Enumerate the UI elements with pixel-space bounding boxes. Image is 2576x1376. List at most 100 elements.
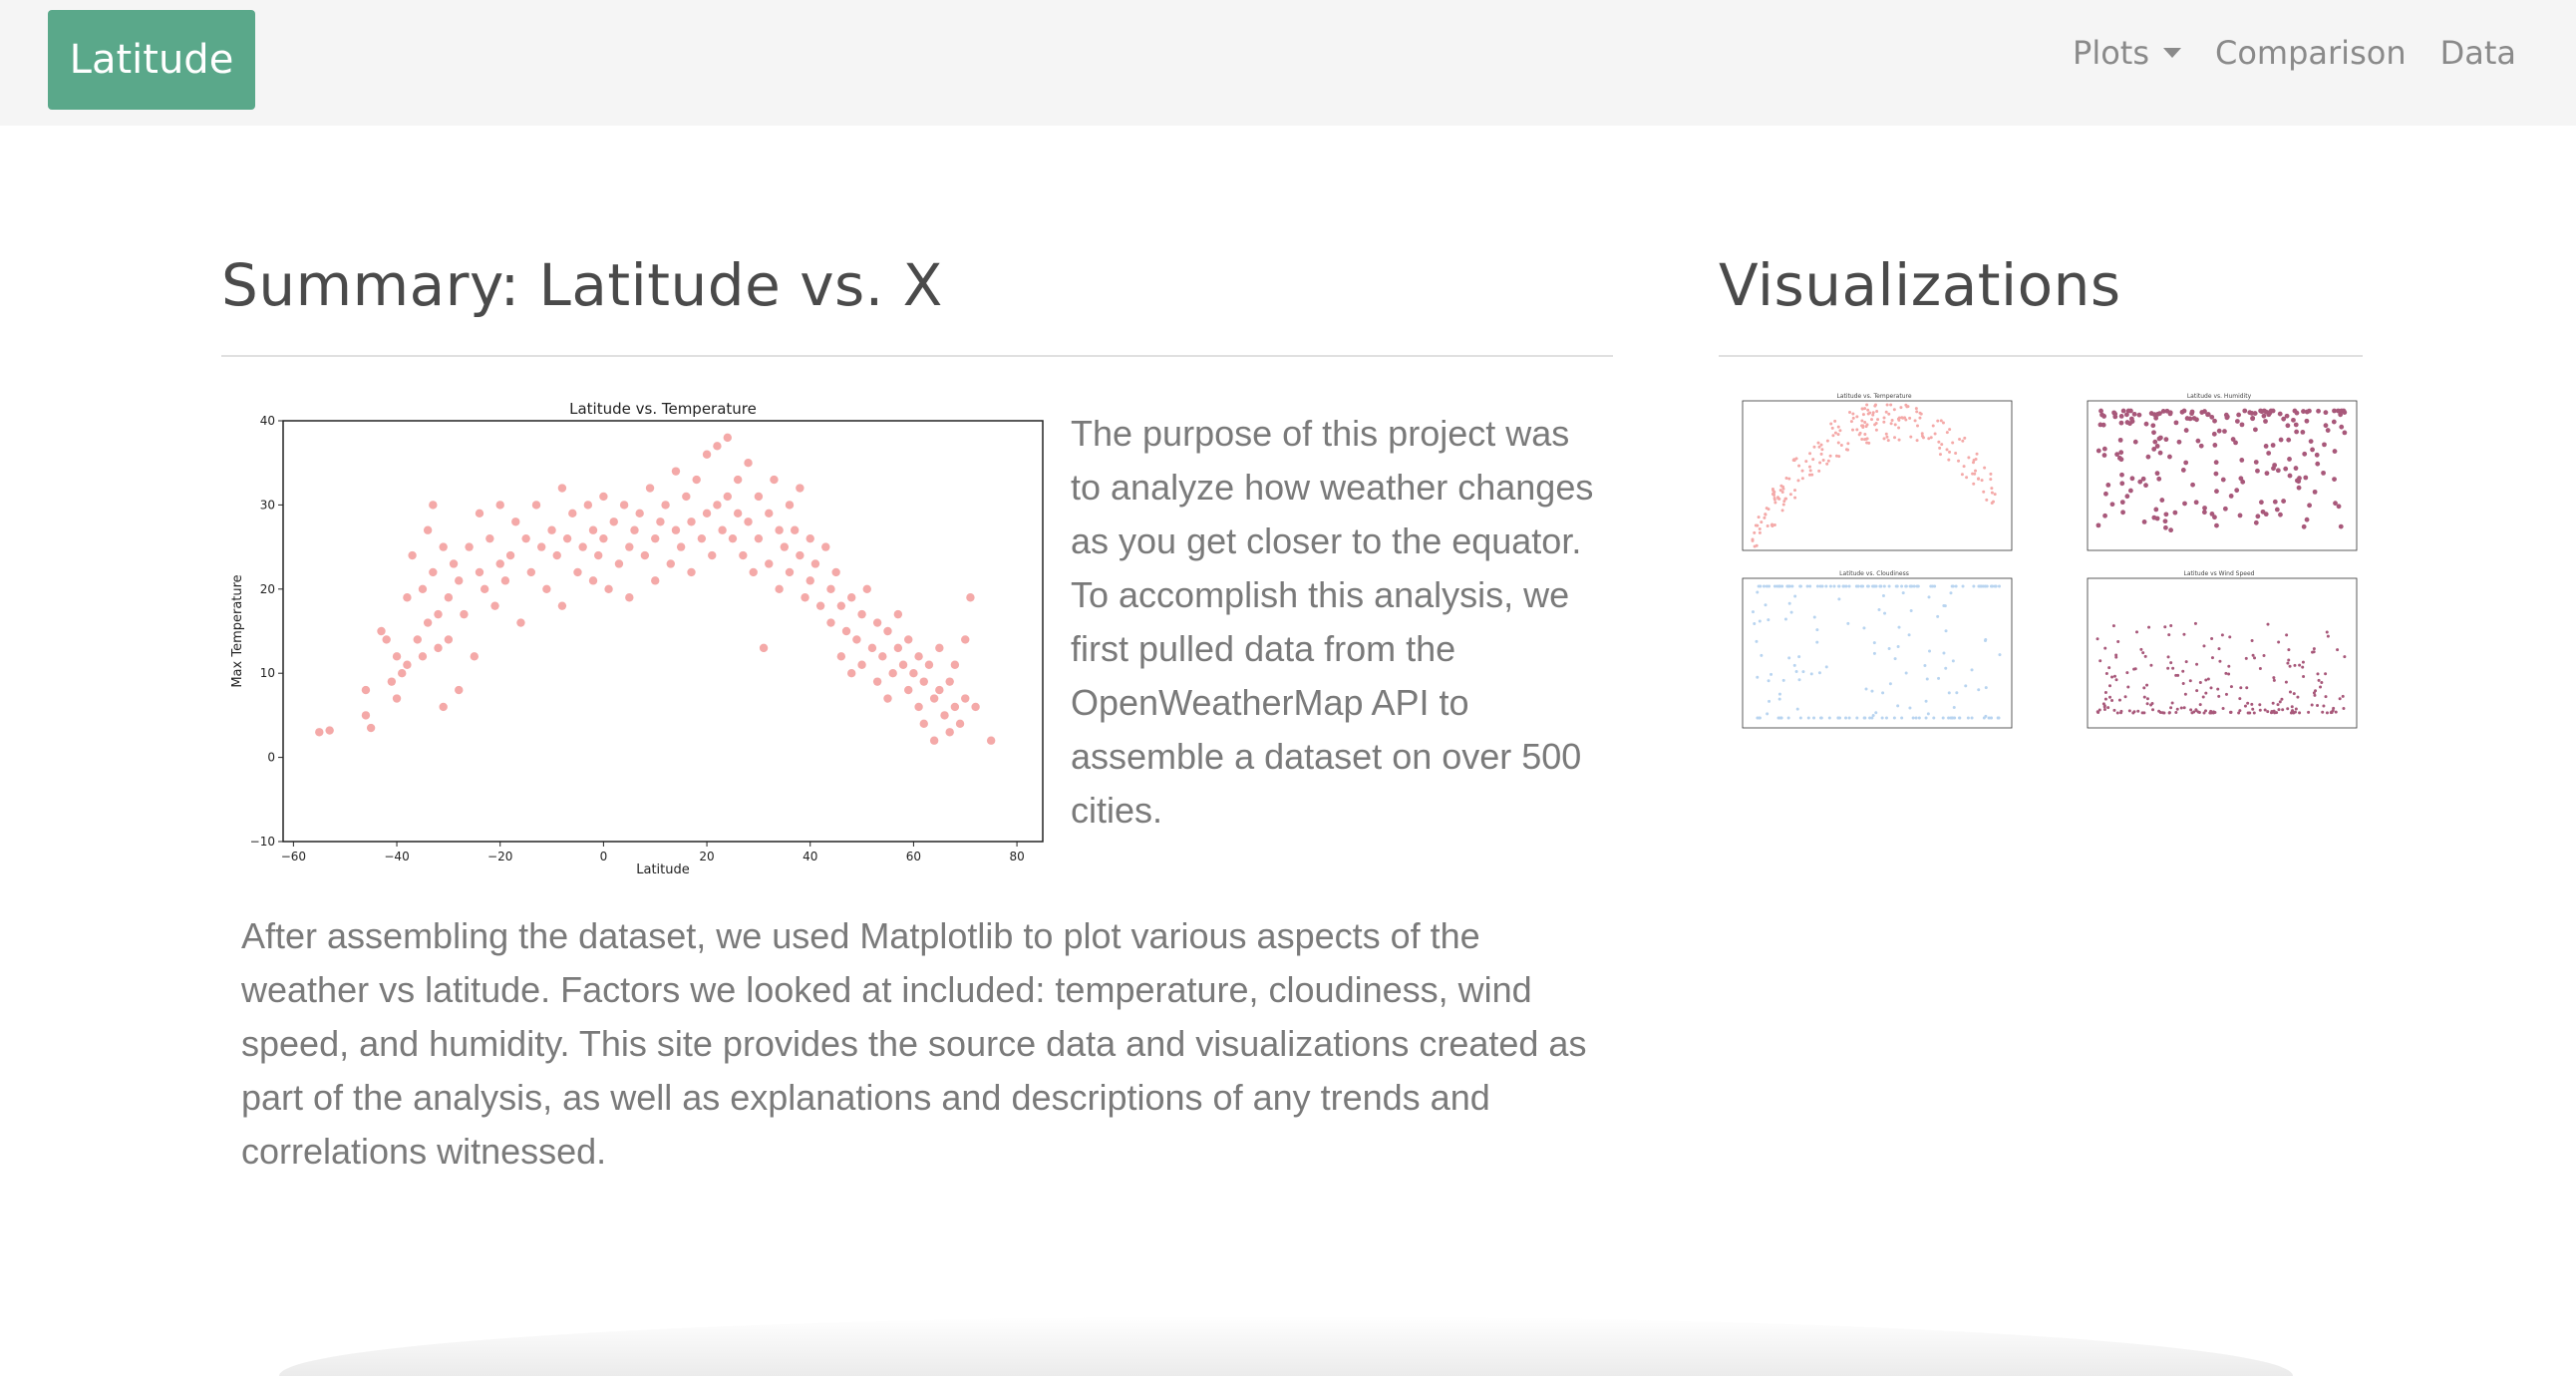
thumbnail-point xyxy=(2315,461,2321,467)
thumbnail-point xyxy=(2170,701,2174,705)
thumbnail-point xyxy=(2253,656,2257,660)
thumbnail-point xyxy=(1882,584,1886,588)
thumbnail-point xyxy=(1818,461,1822,465)
y-tick-label: 10 xyxy=(260,666,275,680)
thumbnail-point xyxy=(1989,472,1993,476)
thumbnail-point xyxy=(2116,456,2122,461)
thumbnail-point xyxy=(1796,479,1800,483)
thumbnail-point xyxy=(1982,490,1986,494)
thumbnail-point xyxy=(1863,421,1867,425)
data-point xyxy=(495,559,504,568)
thumbnail-point xyxy=(1951,441,1955,445)
thumbnail-point xyxy=(1889,403,1893,407)
thumbnail-point xyxy=(2101,414,2107,419)
thumbnail-point xyxy=(1904,671,1908,675)
thumbnail-point xyxy=(2285,633,2289,637)
thumbnail-point xyxy=(1825,462,1829,466)
thumbnail-point xyxy=(2213,471,2219,477)
data-point xyxy=(919,677,928,686)
thumbnail-point xyxy=(1797,678,1801,682)
thumbnail-point xyxy=(2224,671,2228,675)
thumbnail-point xyxy=(2243,704,2247,708)
thumbnail-point xyxy=(2296,695,2300,699)
thumbnail-humidity[interactable]: Latitude vs. Humidity xyxy=(2074,391,2365,566)
nav-plots-dropdown[interactable]: Plots xyxy=(2073,34,2181,72)
thumbnail-point xyxy=(2321,470,2326,476)
thumbnail-point xyxy=(1925,677,1929,681)
data-point xyxy=(867,643,877,653)
thumbnail-point xyxy=(1899,406,1903,410)
data-point xyxy=(434,609,443,619)
thumbnail-point xyxy=(1807,465,1811,469)
thumbnail-point xyxy=(2275,711,2279,715)
thumbnail-point xyxy=(2287,473,2293,479)
thumbnail-point xyxy=(2266,451,2272,456)
data-point xyxy=(475,567,484,577)
thumbnail-point xyxy=(2125,671,2129,675)
data-point xyxy=(475,509,484,518)
thumbnail-point xyxy=(2118,420,2124,426)
thumbnail-point xyxy=(2258,666,2262,670)
thumbnail-point xyxy=(2285,423,2291,429)
thumbnail-point xyxy=(1815,628,1819,632)
data-point xyxy=(966,593,975,602)
thumbnail-point xyxy=(1821,458,1825,462)
thumbnail-point xyxy=(1754,523,1758,527)
thumbnail-point xyxy=(2095,448,2101,454)
nav-data-link[interactable]: Data xyxy=(2439,34,2516,72)
thumbnail-cloudiness[interactable]: Latitude vs. Cloudiness xyxy=(1729,568,2020,744)
thumbnail-point xyxy=(1866,412,1870,416)
thumbnail-point xyxy=(2195,438,2201,444)
thumbnail-point xyxy=(1987,716,1991,720)
thumbnail-points xyxy=(2095,408,2348,533)
thumbnail-point xyxy=(2120,408,2126,414)
thumbnail-point xyxy=(2142,695,2146,699)
thumbnail-point xyxy=(1958,438,1962,442)
thumbnail-point xyxy=(1886,439,1890,443)
thumbnail-point xyxy=(2123,695,2127,699)
data-point xyxy=(759,643,769,653)
nav-comparison-link[interactable]: Comparison xyxy=(2215,34,2407,72)
thumbnail-point xyxy=(2114,678,2118,682)
thumbnail-point xyxy=(2290,705,2294,709)
thumbnail-point xyxy=(2141,651,2145,655)
thumbnail-temperature[interactable]: Latitude vs. Temperature xyxy=(1729,391,2020,566)
data-point xyxy=(413,635,422,644)
data-point xyxy=(651,533,660,543)
thumbnail-point xyxy=(1929,436,1933,440)
data-point xyxy=(929,694,939,703)
data-point xyxy=(645,484,655,493)
thumbnail-point xyxy=(2238,476,2244,482)
thumbnail-point xyxy=(2209,511,2215,516)
thumbnail-point xyxy=(1970,668,1974,672)
thumbnail-point xyxy=(2109,502,2115,508)
data-point xyxy=(733,509,743,518)
thumbnail-point xyxy=(1862,716,1866,720)
thumbnail-point xyxy=(1989,478,1993,482)
thumbnail-point xyxy=(2162,518,2168,524)
thumbnail-wind-speed[interactable]: Latitude vs Wind Speed xyxy=(2074,568,2365,744)
data-point xyxy=(961,635,970,644)
thumbnail-point xyxy=(1966,716,1970,720)
thumbnail-point xyxy=(1862,626,1866,630)
thumbnail-point xyxy=(1757,584,1761,588)
thumbnail-point xyxy=(1918,416,1922,420)
thumbnail-point xyxy=(2336,648,2340,652)
thumbnail-point xyxy=(2105,483,2111,488)
thumbnail-point xyxy=(2184,660,2188,664)
brand-button[interactable]: Latitude xyxy=(48,10,255,110)
thumbnail-point xyxy=(1820,584,1824,588)
thumbnail-point xyxy=(2312,647,2316,651)
thumbnail-point xyxy=(1772,522,1776,526)
footer-shadow xyxy=(279,1316,2293,1376)
thumbnail-point xyxy=(1976,477,1980,481)
thumbnail-point xyxy=(2181,408,2187,414)
thumbnail-point xyxy=(1882,416,1886,420)
thumbnail-point xyxy=(2119,709,2123,713)
thumbnail-point xyxy=(1983,466,1987,470)
thumbnail-point xyxy=(1837,584,1841,588)
visualizations-heading: Visualizations xyxy=(1719,251,2121,319)
thumbnail-point xyxy=(1944,629,1948,633)
thumbnail-point xyxy=(1942,651,1946,655)
thumbnail-point xyxy=(1887,646,1891,650)
